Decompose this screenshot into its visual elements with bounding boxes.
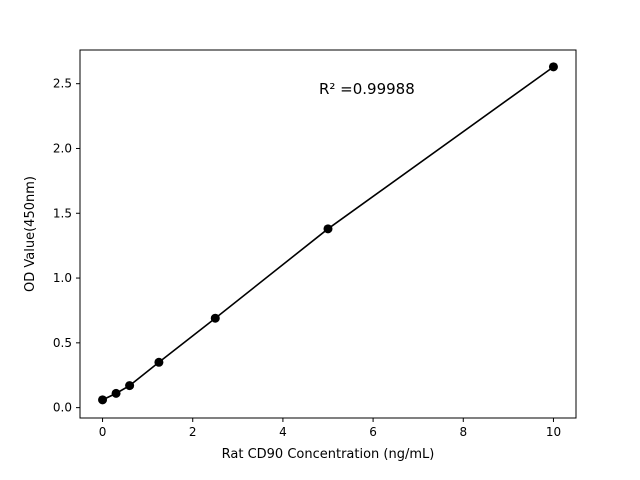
y-tick-label: 2.5	[53, 77, 72, 91]
data-point	[125, 381, 135, 391]
data-point	[323, 224, 333, 234]
x-tick-label: 6	[369, 425, 377, 439]
y-tick-label: 0.5	[53, 336, 72, 350]
x-tick-label: 10	[546, 425, 561, 439]
x-axis-label: Rat CD90 Concentration (ng/mL)	[222, 447, 435, 462]
y-tick-label: 0.0	[53, 401, 72, 415]
data-point	[154, 357, 164, 367]
y-tick-label: 1.5	[53, 206, 72, 220]
data-point	[210, 313, 220, 323]
x-tick-label: 4	[279, 425, 287, 439]
x-tick-label: 2	[189, 425, 197, 439]
data-point	[548, 62, 558, 72]
x-tick-label: 0	[99, 425, 107, 439]
x-tick-label: 8	[459, 425, 467, 439]
y-tick-label: 1.0	[53, 271, 72, 285]
y-axis-label: OD Value(450nm)	[23, 176, 38, 292]
y-tick-label: 2.0	[53, 141, 72, 155]
data-point	[98, 395, 108, 405]
r-squared-annotation: R² =0.99988	[319, 80, 415, 98]
plot-area	[79, 49, 577, 419]
data-point	[111, 388, 121, 398]
